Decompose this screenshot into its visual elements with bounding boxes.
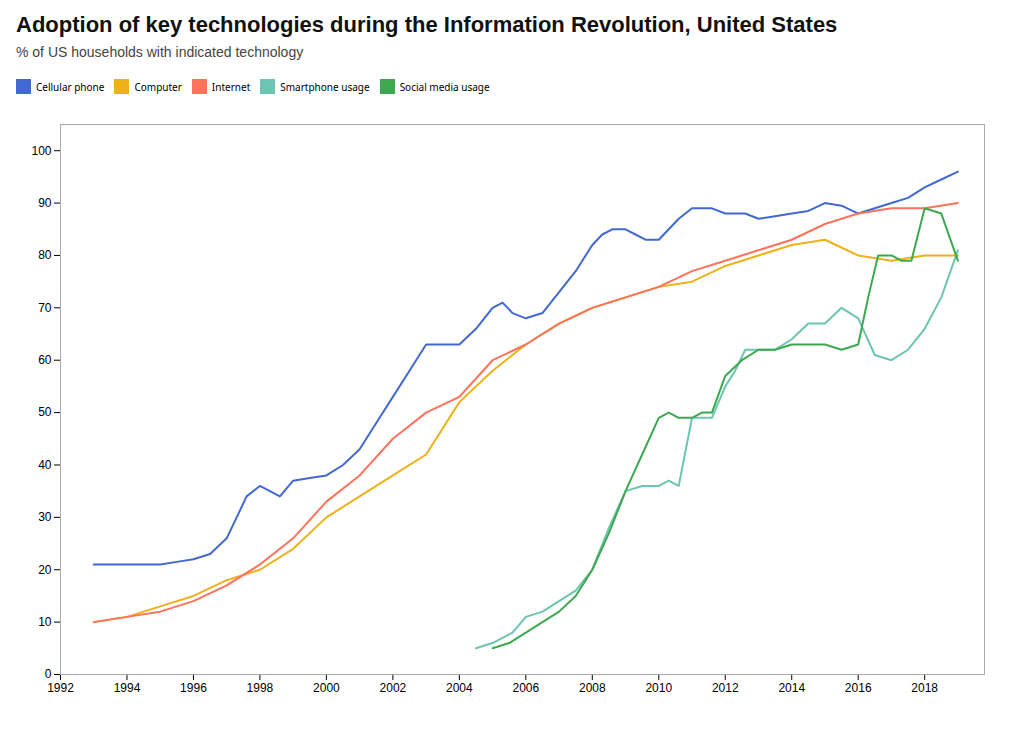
svg-text:80: 80 <box>38 248 52 262</box>
svg-text:2002: 2002 <box>380 681 407 695</box>
svg-text:30: 30 <box>38 510 52 524</box>
html-text:Smartphone usage: Smartphone usage <box>280 79 370 94</box>
svg-text:2016: 2016 <box>845 681 872 695</box>
svg-text:2004: 2004 <box>446 681 473 695</box>
html-text:Social media usage: Social media usage <box>399 79 490 94</box>
html-text:Cellular phone: Cellular phone <box>36 79 105 94</box>
svg-text:40: 40 <box>38 458 52 472</box>
html-text:% of US households with indica: % of US households with indicated techno… <box>16 44 304 60</box>
svg-text:1994: 1994 <box>114 681 141 695</box>
svg-text:2000: 2000 <box>313 681 340 695</box>
html-text:Adoption of key technologies d: Adoption of key technologies during the … <box>16 12 838 37</box>
svg-text:1998: 1998 <box>247 681 274 695</box>
svg-text:50: 50 <box>38 405 52 419</box>
svg-text:2008: 2008 <box>579 681 606 695</box>
svg-text:2010: 2010 <box>645 681 672 695</box>
html-text:Computer: Computer <box>134 79 182 94</box>
svg-text:90: 90 <box>38 196 52 210</box>
svg-text:100: 100 <box>31 144 51 158</box>
svg-text:60: 60 <box>38 353 52 367</box>
svg-text:1996: 1996 <box>180 681 207 695</box>
svg-text:2014: 2014 <box>778 681 805 695</box>
svg-text:10: 10 <box>38 615 52 629</box>
svg-text:0: 0 <box>45 667 52 681</box>
html-text:Internet: Internet <box>211 79 251 94</box>
svg-text:2012: 2012 <box>712 681 739 695</box>
svg-text:2018: 2018 <box>911 681 938 695</box>
svg-text:2006: 2006 <box>512 681 539 695</box>
svg-text:1992: 1992 <box>47 681 74 695</box>
svg-text:70: 70 <box>38 301 52 315</box>
svg-text:20: 20 <box>38 563 52 577</box>
